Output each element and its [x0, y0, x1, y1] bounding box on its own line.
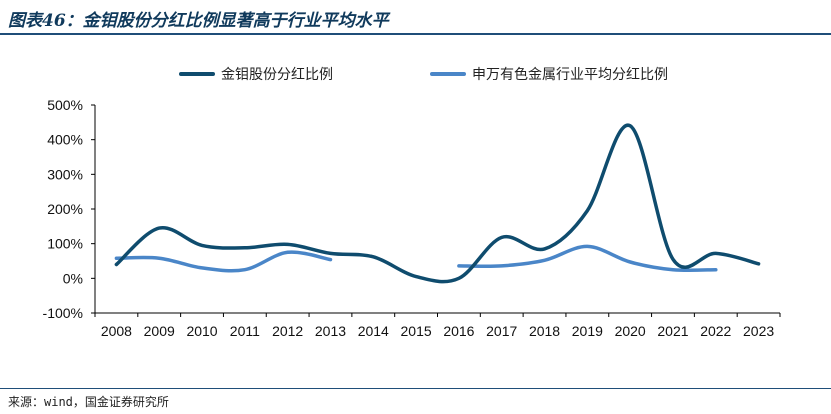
source-note: 来源：wind，国金证券研究所 — [8, 395, 169, 409]
x-tick-label: 2023 — [743, 323, 774, 339]
x-tick-label: 2022 — [700, 323, 731, 339]
x-tick-label: 2010 — [186, 323, 217, 339]
y-tick-label: 300% — [47, 166, 83, 182]
x-tick-label: 2008 — [101, 323, 132, 339]
x-tick-label: 2018 — [529, 323, 560, 339]
legend: 金钼股份分红比例 申万有色金属行业平均分红比例 — [179, 66, 668, 82]
y-tick-label: -100% — [43, 305, 83, 321]
y-tick-label: 0% — [63, 270, 83, 286]
y-tick-label: 100% — [47, 236, 83, 252]
x-tick-label: 2013 — [315, 323, 346, 339]
y-tick-label: 400% — [47, 132, 83, 148]
series-2-line — [114, 250, 333, 273]
x-tick-label: 2021 — [657, 323, 688, 339]
footer-divider — [0, 388, 831, 389]
axes: 500% 400% 300% 200% 100% 0% -100% 2008 2009 2010 2… — [43, 97, 781, 339]
title-divider — [0, 33, 831, 35]
series-2 — [114, 244, 718, 273]
x-tick-label: 2016 — [443, 323, 474, 339]
series-2-line — [457, 244, 718, 272]
series-layer — [114, 123, 761, 284]
chart-title: 图表46：金钼股份分红比例显著高于行业平均水平 — [8, 11, 389, 31]
x-tick-label: 2014 — [358, 323, 389, 339]
x-tick-label: 2017 — [486, 323, 517, 339]
legend-label-series-2: 申万有色金属行业平均分红比例 — [472, 66, 668, 82]
x-tick-label: 2020 — [615, 323, 646, 339]
x-tick-label: 2015 — [401, 323, 432, 339]
x-tick-label: 2012 — [272, 323, 303, 339]
y-tick-label: 500% — [47, 97, 83, 113]
series-1 — [114, 123, 761, 284]
y-tick-label: 200% — [47, 201, 83, 217]
x-tick-label: 2019 — [572, 323, 603, 339]
legend-label-series-1: 金钼股份分红比例 — [221, 66, 333, 82]
x-tick-label: 2011 — [230, 323, 260, 339]
x-tick-label: 2009 — [144, 323, 175, 339]
series-1-line — [114, 123, 761, 284]
